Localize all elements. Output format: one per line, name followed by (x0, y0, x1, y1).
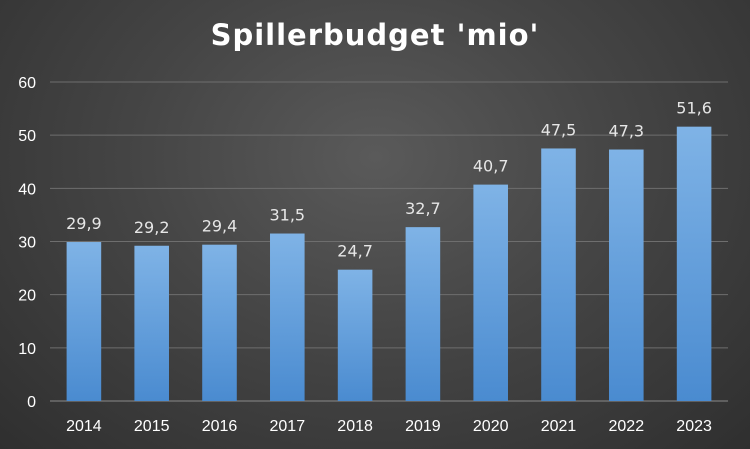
data-label: 32,7 (405, 199, 441, 218)
bar (405, 227, 441, 401)
x-tick-label: 2020 (473, 418, 509, 435)
data-label: 29,9 (66, 214, 102, 233)
data-label: 29,2 (134, 218, 170, 237)
x-tick-label: 2021 (541, 418, 577, 435)
x-tick-label: 2017 (270, 418, 306, 435)
bar (66, 242, 102, 401)
bar (202, 244, 237, 401)
x-tick-label: 2019 (405, 418, 441, 435)
data-label: 24,7 (337, 242, 373, 261)
x-tick-label: 2023 (676, 418, 712, 435)
y-tick-label: 50 (18, 128, 36, 145)
bar (473, 184, 508, 401)
bar (134, 245, 169, 401)
x-tick-label: 2014 (66, 418, 102, 435)
y-tick-label: 60 (18, 75, 36, 92)
bar (609, 149, 644, 401)
data-label: 47,5 (541, 120, 577, 139)
x-tick-label: 2022 (609, 418, 645, 435)
y-tick-label: 0 (27, 394, 36, 411)
y-tick-label: 10 (18, 341, 36, 358)
data-label: 31,5 (269, 206, 305, 225)
data-label: 47,3 (608, 122, 644, 141)
x-tick-label: 2018 (337, 418, 373, 435)
x-tick-label: 2016 (202, 418, 238, 435)
bar (541, 148, 576, 401)
y-tick-label: 20 (18, 288, 36, 305)
bar (270, 233, 305, 401)
bar (676, 126, 712, 401)
data-label: 51,6 (676, 99, 712, 118)
chart-title: Spillerbudget 'mio' (210, 18, 540, 52)
data-label: 29,4 (202, 217, 238, 236)
y-tick-label: 40 (18, 181, 36, 198)
bar (337, 269, 373, 401)
x-tick-label: 2015 (134, 418, 170, 435)
y-tick-label: 30 (18, 235, 36, 252)
data-label: 40,7 (473, 157, 509, 176)
